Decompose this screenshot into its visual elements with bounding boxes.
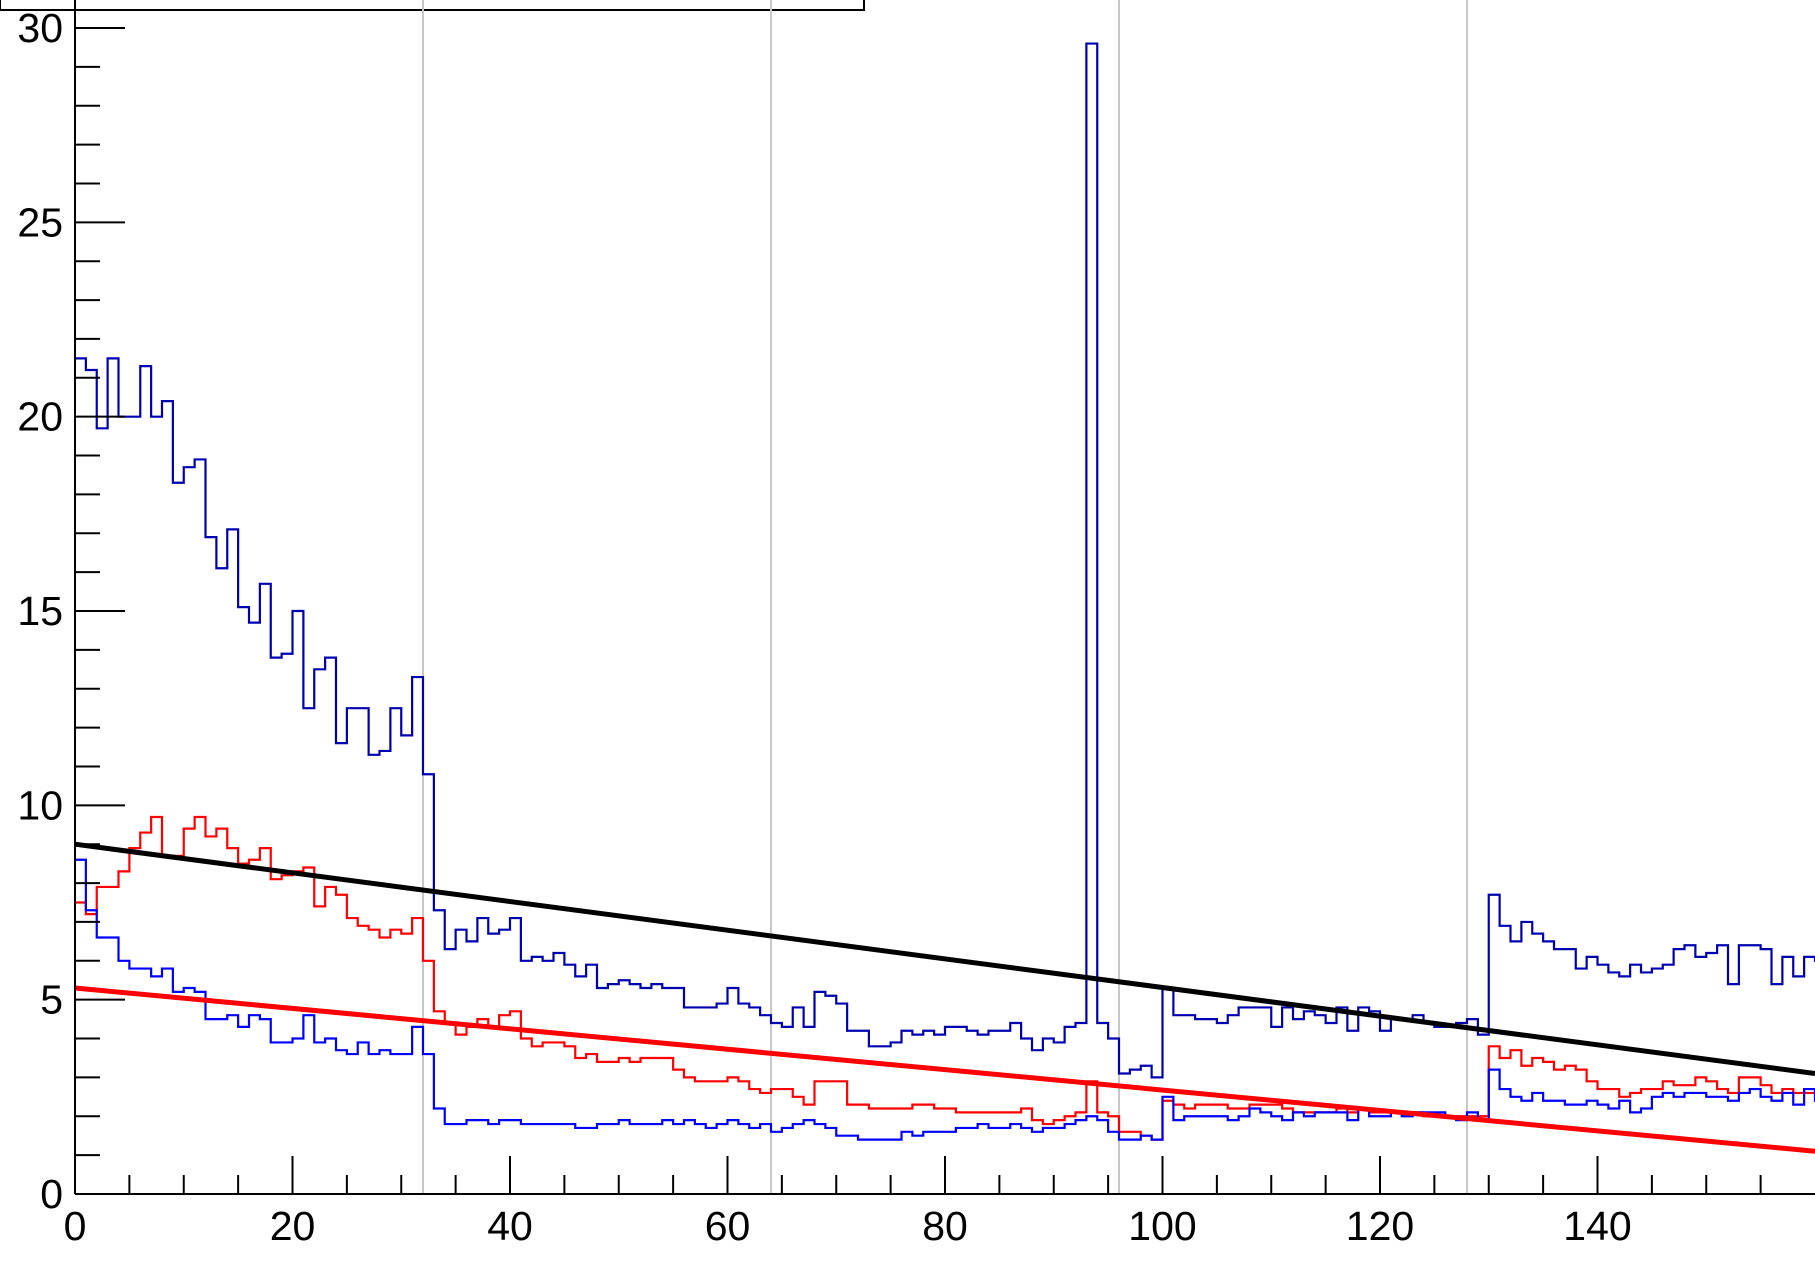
y-tick-label: 10 bbox=[17, 782, 63, 828]
axes: 0 5 10 15 20 25 30 0 20 40 60 80 100 120 140 bbox=[17, 0, 1815, 1249]
histogram-series-1 bbox=[75, 815, 1815, 1141]
y-tick-label: 5 bbox=[40, 977, 63, 1023]
series-layer bbox=[74, 42, 1815, 1154]
x-tick-label: 80 bbox=[922, 1203, 968, 1249]
y-tick-label: 15 bbox=[17, 588, 63, 634]
y-tick-label: 20 bbox=[17, 394, 63, 440]
fit-line-series-3 bbox=[74, 841, 1815, 1076]
x-tick-label: 140 bbox=[1563, 1203, 1631, 1249]
legend-box bbox=[0, 0, 865, 11]
x-tick-label: 20 bbox=[270, 1203, 316, 1249]
y-tick-label: 25 bbox=[17, 199, 63, 245]
y-tick-label: 0 bbox=[40, 1171, 63, 1217]
histogram-series-0 bbox=[75, 42, 1815, 1079]
x-tick-label: 100 bbox=[1128, 1203, 1196, 1249]
x-tick-label: 40 bbox=[487, 1203, 533, 1249]
y-tick-label: 30 bbox=[17, 5, 63, 51]
x-tick-label: 120 bbox=[1346, 1203, 1414, 1249]
x-tick-label: 0 bbox=[64, 1203, 87, 1249]
fit-line-series-4 bbox=[74, 985, 1815, 1154]
histogram-series-2 bbox=[75, 858, 1815, 1141]
x-tick-label: 60 bbox=[705, 1203, 751, 1249]
